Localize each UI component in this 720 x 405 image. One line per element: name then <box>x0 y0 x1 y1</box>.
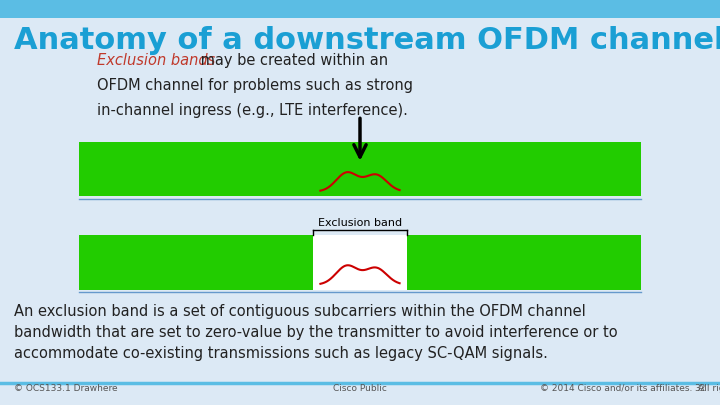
Bar <box>313 235 407 290</box>
Text: Exclusion band: Exclusion band <box>318 218 402 228</box>
Text: OFDM channel for problems such as strong: OFDM channel for problems such as strong <box>97 78 413 93</box>
Text: An exclusion band is a set of contiguous subcarriers within the OFDM channel
ban: An exclusion band is a set of contiguous… <box>14 304 618 361</box>
Bar <box>79 142 641 196</box>
Text: in-channel ingress (e.g., LTE interference).: in-channel ingress (e.g., LTE interferen… <box>97 103 408 118</box>
Text: © 2014 Cisco and/or its affiliates.  All rights reserved.: © 2014 Cisco and/or its affiliates. All … <box>540 384 720 393</box>
Text: may be created within an: may be created within an <box>196 53 388 68</box>
Bar <box>0 0 720 18</box>
Text: Anatomy of a downstream OFDM channel: Anatomy of a downstream OFDM channel <box>14 26 720 55</box>
Bar <box>79 235 313 290</box>
Text: © OCS133.1 Drawhere: © OCS133.1 Drawhere <box>14 384 118 393</box>
Text: 32: 32 <box>694 384 706 393</box>
Bar <box>407 235 641 290</box>
Text: Exclusion bands: Exclusion bands <box>97 53 215 68</box>
Text: Cisco Public: Cisco Public <box>333 384 387 393</box>
